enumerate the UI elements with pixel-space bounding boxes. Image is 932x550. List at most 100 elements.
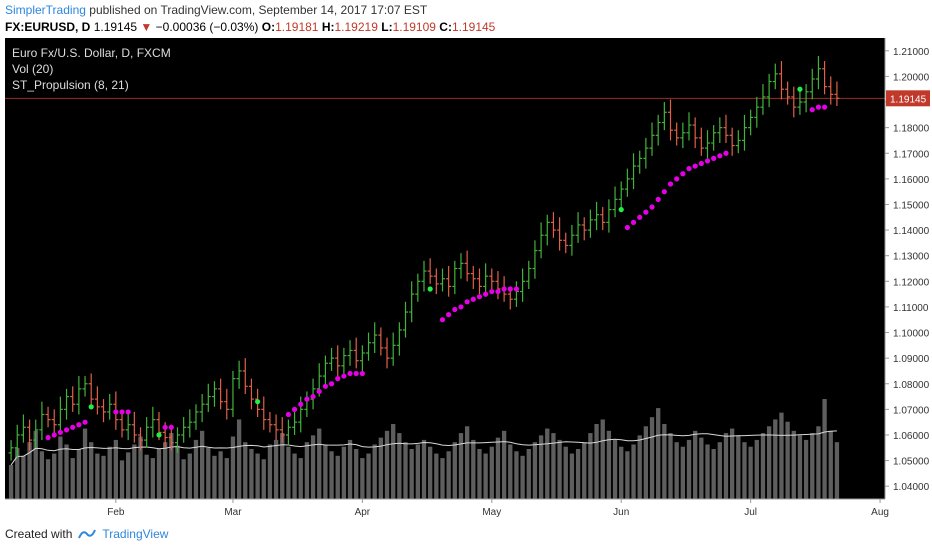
ohlc-bar [729,127,735,156]
propulsion-dot [291,406,298,412]
ohlc-bar [464,250,470,282]
volume-bar [723,433,729,499]
plot-area[interactable] [5,38,885,499]
volume-bar [563,446,568,499]
ohlc-bar [211,381,217,407]
ohlc-bar [347,340,353,366]
volume-bar [212,455,217,499]
propulsion-dot [76,422,82,428]
price-tick-label: 1.10000 [893,329,930,340]
volume-bar [15,447,20,499]
volume-bar [606,430,612,499]
volume-bar [619,446,624,499]
propulsion-dot [630,219,637,225]
volume-bar [347,439,353,499]
ohlc-bar [273,414,279,441]
volume-bar [310,435,316,499]
ohlc-bar [600,207,606,231]
propulsion-dot [717,153,723,159]
signal-dot [156,432,162,438]
ohlc-bar [285,419,291,446]
ohlc-bar [754,96,760,128]
volume-bar [58,436,63,499]
volume-bar [822,399,827,499]
propulsion-dot [704,158,711,164]
price-tick-label: 1.07000 [893,405,930,416]
ohlc-bar [723,114,729,144]
volume-bar [760,433,766,499]
propulsion-dot [353,370,359,377]
volume-bar [773,419,778,499]
propulsion-dot [335,376,341,382]
volume-bar [705,444,710,499]
volume-bar [538,435,544,499]
volume-bar [33,430,38,499]
ohlc-bar [372,322,378,354]
time-tick-label: Aug [871,507,889,518]
author-link[interactable]: SimplerTrading [5,3,86,17]
propulsion-dot [285,411,292,418]
propulsion-dot [655,196,661,202]
ohlc-bar [717,117,723,144]
volume-bar [495,437,501,499]
ohlc-bar [45,406,51,428]
propulsion-dot [82,419,88,425]
volume-bar [199,430,205,499]
ohlc-bar [668,99,674,141]
propulsion-dot [698,160,704,167]
volume-bar [39,451,45,499]
volume-bar [810,433,815,499]
ohlc-bar [144,417,150,448]
volume-bar [187,453,192,499]
volume-bar [791,430,796,499]
price-tick-label: 1.08000 [893,380,930,391]
volume-bar [181,459,186,499]
price-axis[interactable]: 1.210001.200001.190001.180001.170001.160… [884,38,930,499]
propulsion-dot [821,104,828,110]
ohlc-bar [70,386,76,412]
ohlc-bar [322,355,328,387]
volume-bar [643,426,649,499]
ohlc-bar [57,396,63,433]
volume-bar [341,446,347,499]
ohlc-bar [735,130,741,154]
propulsion-dot [341,373,347,379]
ohlc-bar [242,358,248,394]
volume-bar [834,442,840,499]
tradingview-brand[interactable]: TradingView [102,527,169,541]
volume-bar [421,439,427,499]
volume-layer [5,97,885,499]
volume-bar [828,430,833,499]
volume-bar [612,439,618,499]
ohlc-bar [748,109,754,136]
time-tick-label: Jun [613,507,629,518]
ohlc-bar [292,411,298,435]
ohlc-bar [174,427,180,453]
propulsion-dot [51,432,57,438]
volume-bar [156,449,162,499]
propulsion-dot [680,171,686,177]
volume-bar [243,442,248,499]
propulsion-dot [446,312,452,318]
volume-bar [95,453,100,499]
ohlc-bar [655,114,661,146]
ohlc-bar [470,265,476,289]
ohlc-bar [711,125,717,151]
ohlc-bar [181,417,187,443]
price-tick-label: 1.04000 [893,482,930,493]
volume-bar [218,451,223,499]
volume-bar [280,433,285,499]
volume-bar [82,428,88,499]
volume-bar [489,446,494,499]
price-tick-label: 1.09000 [893,354,930,365]
ohlc-bar [834,81,840,106]
propulsion-dot [624,224,630,231]
time-axis[interactable]: FebMarAprMayJunJulAugSep20 [5,498,932,518]
ohlc-bar [187,409,193,438]
volume-bar [458,433,464,499]
volume-bar [779,412,784,499]
price-chart[interactable]: 1.210001.200001.190001.180001.170001.160… [0,38,932,520]
ohlc-bar [606,199,612,233]
volume-bar [464,426,470,499]
ohlc-bar [335,345,341,377]
